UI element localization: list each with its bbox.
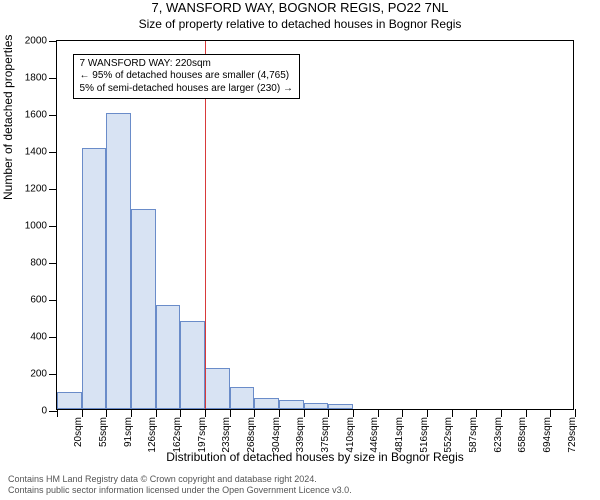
x-tick-label: 587sqm: [468, 417, 479, 453]
histogram-bar: [180, 321, 205, 409]
x-tick-label: 20sqm: [73, 417, 84, 447]
footer-line2: Contains public sector information licen…: [8, 485, 352, 496]
x-tick: [230, 409, 231, 417]
x-tick-label: 268sqm: [246, 417, 257, 453]
histogram-bar: [254, 398, 279, 409]
y-axis-label: Number of detached properties: [1, 35, 15, 200]
x-tick: [427, 409, 428, 417]
x-tick-label: 339sqm: [295, 417, 306, 453]
chart-area: 020040060080010001200140016001800200020s…: [56, 40, 574, 410]
x-tick: [205, 409, 206, 417]
x-tick: [328, 409, 329, 417]
x-tick-label: 162sqm: [172, 417, 183, 453]
x-tick: [501, 409, 502, 417]
y-tick-label: 2000: [25, 36, 57, 47]
x-tick: [131, 409, 132, 417]
x-tick: [57, 409, 58, 417]
x-tick: [402, 409, 403, 417]
x-tick-label: 481sqm: [394, 417, 405, 453]
histogram-bar: [131, 209, 156, 409]
x-tick-label: 410sqm: [345, 417, 356, 453]
annotation-line: 5% of semi-detached houses are larger (2…: [80, 83, 293, 96]
x-tick: [279, 409, 280, 417]
x-tick: [575, 409, 576, 417]
page-subtitle: Size of property relative to detached ho…: [0, 17, 600, 31]
histogram-bar: [304, 403, 329, 409]
x-tick-label: 694sqm: [542, 417, 553, 453]
y-tick-label: 1400: [25, 147, 57, 158]
annotation-line: 7 WANSFORD WAY: 220sqm: [80, 58, 293, 71]
x-tick-label: 552sqm: [443, 417, 454, 453]
x-tick-label: 729sqm: [567, 417, 578, 453]
x-tick-label: 233sqm: [221, 417, 232, 453]
histogram-bar: [156, 305, 181, 409]
x-tick-label: 623sqm: [493, 417, 504, 453]
plot-region: 020040060080010001200140016001800200020s…: [56, 40, 574, 410]
y-tick-label: 600: [30, 295, 57, 306]
x-tick: [353, 409, 354, 417]
y-tick-label: 1600: [25, 110, 57, 121]
x-tick: [254, 409, 255, 417]
annotation-line: ← 95% of detached houses are smaller (4,…: [80, 70, 293, 83]
x-tick: [452, 409, 453, 417]
annotation-box: 7 WANSFORD WAY: 220sqm← 95% of detached …: [73, 54, 300, 100]
x-tick-label: 126sqm: [147, 417, 158, 453]
x-tick-label: 516sqm: [419, 417, 430, 453]
x-tick: [82, 409, 83, 417]
y-tick-label: 200: [30, 369, 57, 380]
histogram-bar: [106, 113, 131, 409]
histogram-bar: [230, 387, 255, 409]
histogram-bar: [82, 148, 107, 409]
histogram-bar: [57, 392, 82, 409]
x-tick: [476, 409, 477, 417]
page-title: 7, WANSFORD WAY, BOGNOR REGIS, PO22 7NL: [0, 0, 600, 15]
x-axis-label: Distribution of detached houses by size …: [56, 450, 574, 464]
y-tick-label: 1800: [25, 73, 57, 84]
x-tick-label: 658sqm: [517, 417, 528, 453]
y-tick-label: 0: [41, 406, 57, 417]
y-tick-label: 1200: [25, 184, 57, 195]
histogram-bar: [205, 368, 230, 409]
x-tick: [378, 409, 379, 417]
footer-attribution: Contains HM Land Registry data © Crown c…: [8, 474, 352, 497]
y-tick-label: 800: [30, 258, 57, 269]
x-tick-label: 375sqm: [320, 417, 331, 453]
y-tick-label: 400: [30, 332, 57, 343]
x-tick: [156, 409, 157, 417]
x-tick: [180, 409, 181, 417]
histogram-bar: [279, 400, 304, 409]
y-tick-label: 1000: [25, 221, 57, 232]
x-tick: [106, 409, 107, 417]
x-tick: [550, 409, 551, 417]
x-tick: [304, 409, 305, 417]
x-tick-label: 55sqm: [98, 417, 109, 447]
histogram-bar: [328, 404, 353, 409]
x-tick-label: 91sqm: [123, 417, 134, 447]
x-tick-label: 446sqm: [369, 417, 380, 453]
x-tick-label: 197sqm: [197, 417, 208, 453]
x-tick-label: 304sqm: [271, 417, 282, 453]
x-tick: [526, 409, 527, 417]
footer-line1: Contains HM Land Registry data © Crown c…: [8, 474, 352, 485]
